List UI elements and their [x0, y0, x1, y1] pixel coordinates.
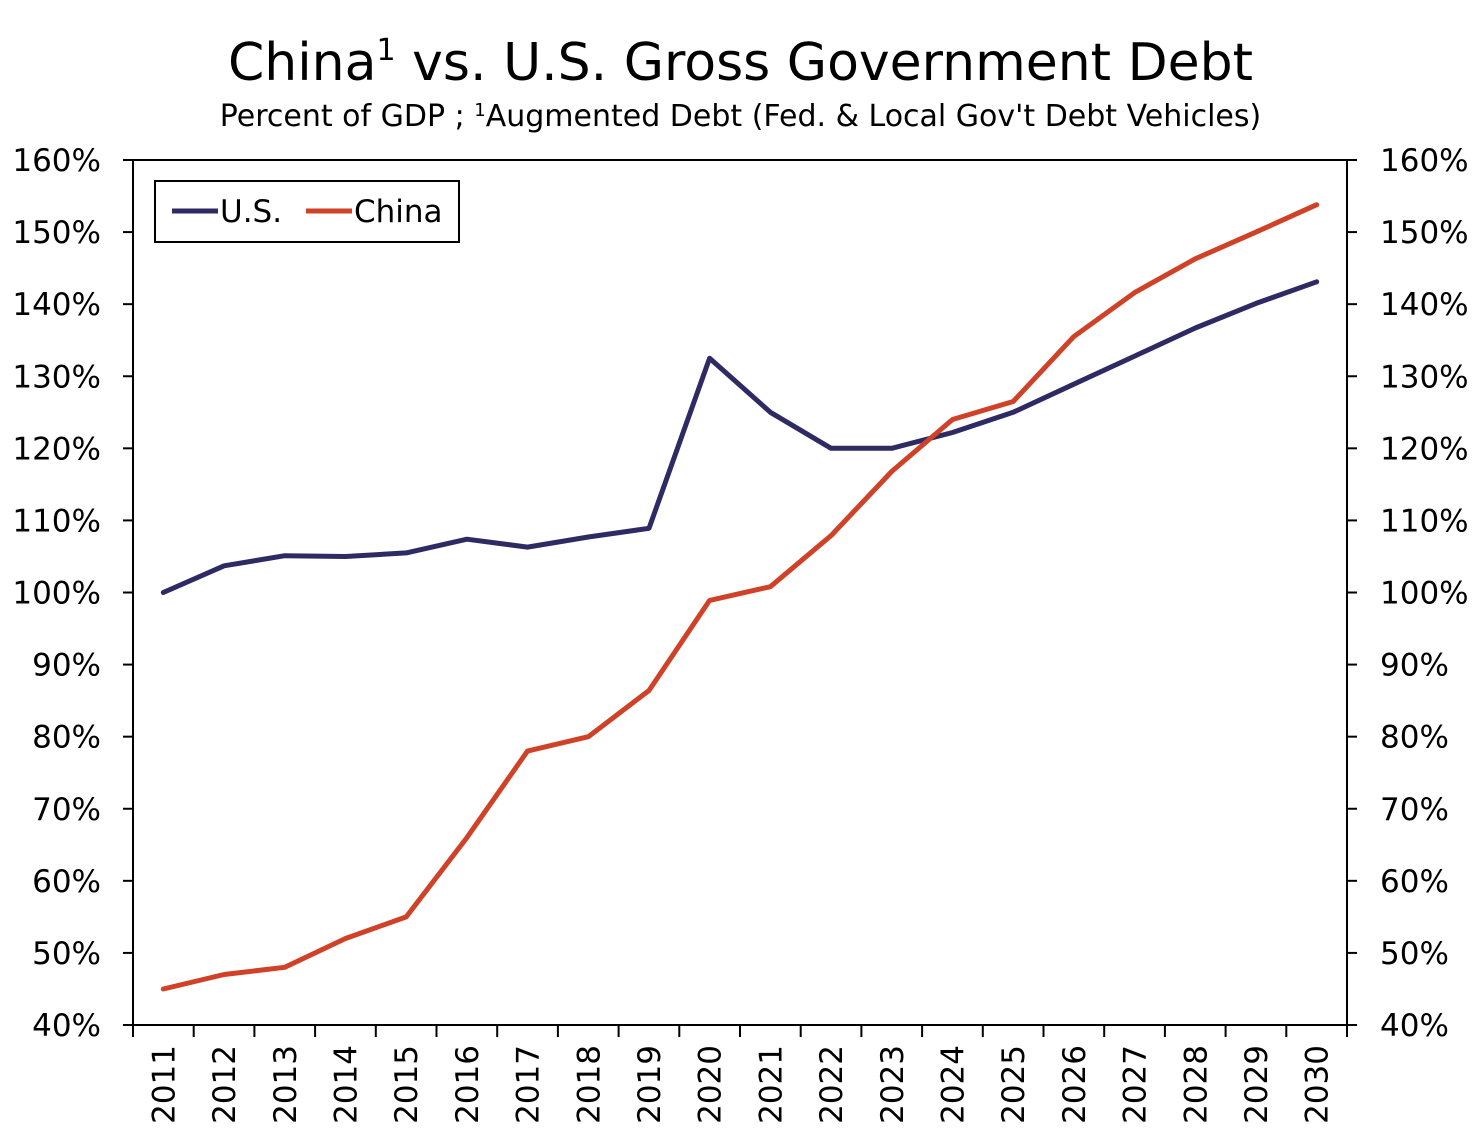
x-tick-label: 2019	[632, 1045, 668, 1124]
x-tick-label: 2011	[146, 1045, 182, 1124]
y-tick-label-right: 50%	[1380, 936, 1449, 972]
y-tick-label-right: 160%	[1380, 143, 1469, 179]
y-tick-label-right: 100%	[1380, 576, 1469, 612]
x-tick-label: 2018	[571, 1045, 607, 1124]
y-tick-label-right: 120%	[1380, 431, 1469, 467]
y-tick-label-left: 100%	[12, 576, 101, 612]
x-tick-label: 2029	[1239, 1045, 1275, 1124]
x-tick-label: 2030	[1300, 1045, 1336, 1124]
x-tick-label: 2021	[753, 1045, 789, 1124]
x-tick-label: 2028	[1178, 1045, 1214, 1124]
y-tick-label-left: 90%	[32, 648, 101, 684]
x-tick-label: 2013	[268, 1045, 304, 1124]
y-tick-label-left: 150%	[12, 215, 101, 251]
x-tick-label: 2023	[875, 1045, 911, 1124]
x-tick-label: 2025	[996, 1045, 1032, 1124]
x-tick-label: 2026	[1057, 1045, 1093, 1124]
y-tick-label-left: 130%	[12, 359, 101, 395]
y-tick-label-right: 140%	[1380, 287, 1469, 323]
series-line-us	[160, 279, 1320, 595]
x-tick-label: 2017	[511, 1045, 547, 1124]
y-tick-label-right: 60%	[1380, 864, 1449, 900]
y-tick-label-left: 70%	[32, 792, 101, 828]
x-tick-label: 2015	[389, 1045, 425, 1124]
x-tick-label: 2016	[450, 1045, 486, 1124]
x-tick-label: 2022	[814, 1045, 850, 1124]
y-tick-label-left: 40%	[32, 1008, 101, 1044]
y-tick-label-right: 80%	[1380, 720, 1449, 756]
y-tick-label-right: 70%	[1380, 792, 1449, 828]
y-tick-label-right: 110%	[1380, 503, 1469, 539]
y-tick-label-left: 60%	[32, 864, 101, 900]
y-tick-label-left: 50%	[32, 936, 101, 972]
y-tick-label-left: 140%	[12, 287, 101, 323]
chart-subtitle: Percent of GDP ; 1Augmented Debt (Fed. &…	[219, 99, 1262, 134]
y-tick-label-left: 160%	[12, 143, 101, 179]
y-tick-label-right: 90%	[1380, 648, 1449, 684]
x-tick-label: 2027	[1118, 1045, 1154, 1124]
series-line-china	[160, 202, 1320, 992]
x-tick-label: 2024	[935, 1045, 971, 1124]
legend-label: U.S.	[220, 194, 282, 230]
y-tick-label-left: 120%	[12, 431, 101, 467]
x-tick-label: 2012	[207, 1045, 243, 1124]
legend-label: China	[354, 194, 443, 230]
x-tick-label: 2014	[328, 1045, 364, 1124]
x-tick-label: 2020	[693, 1045, 729, 1124]
y-tick-label-right: 40%	[1380, 1008, 1449, 1044]
y-tick-label-left: 110%	[12, 503, 101, 539]
y-tick-label-right: 150%	[1380, 215, 1469, 251]
y-tick-label-right: 130%	[1380, 359, 1469, 395]
chart-title: China1 vs. U.S. Gross Government Debt	[227, 33, 1254, 93]
y-tick-label-left: 80%	[32, 720, 101, 756]
